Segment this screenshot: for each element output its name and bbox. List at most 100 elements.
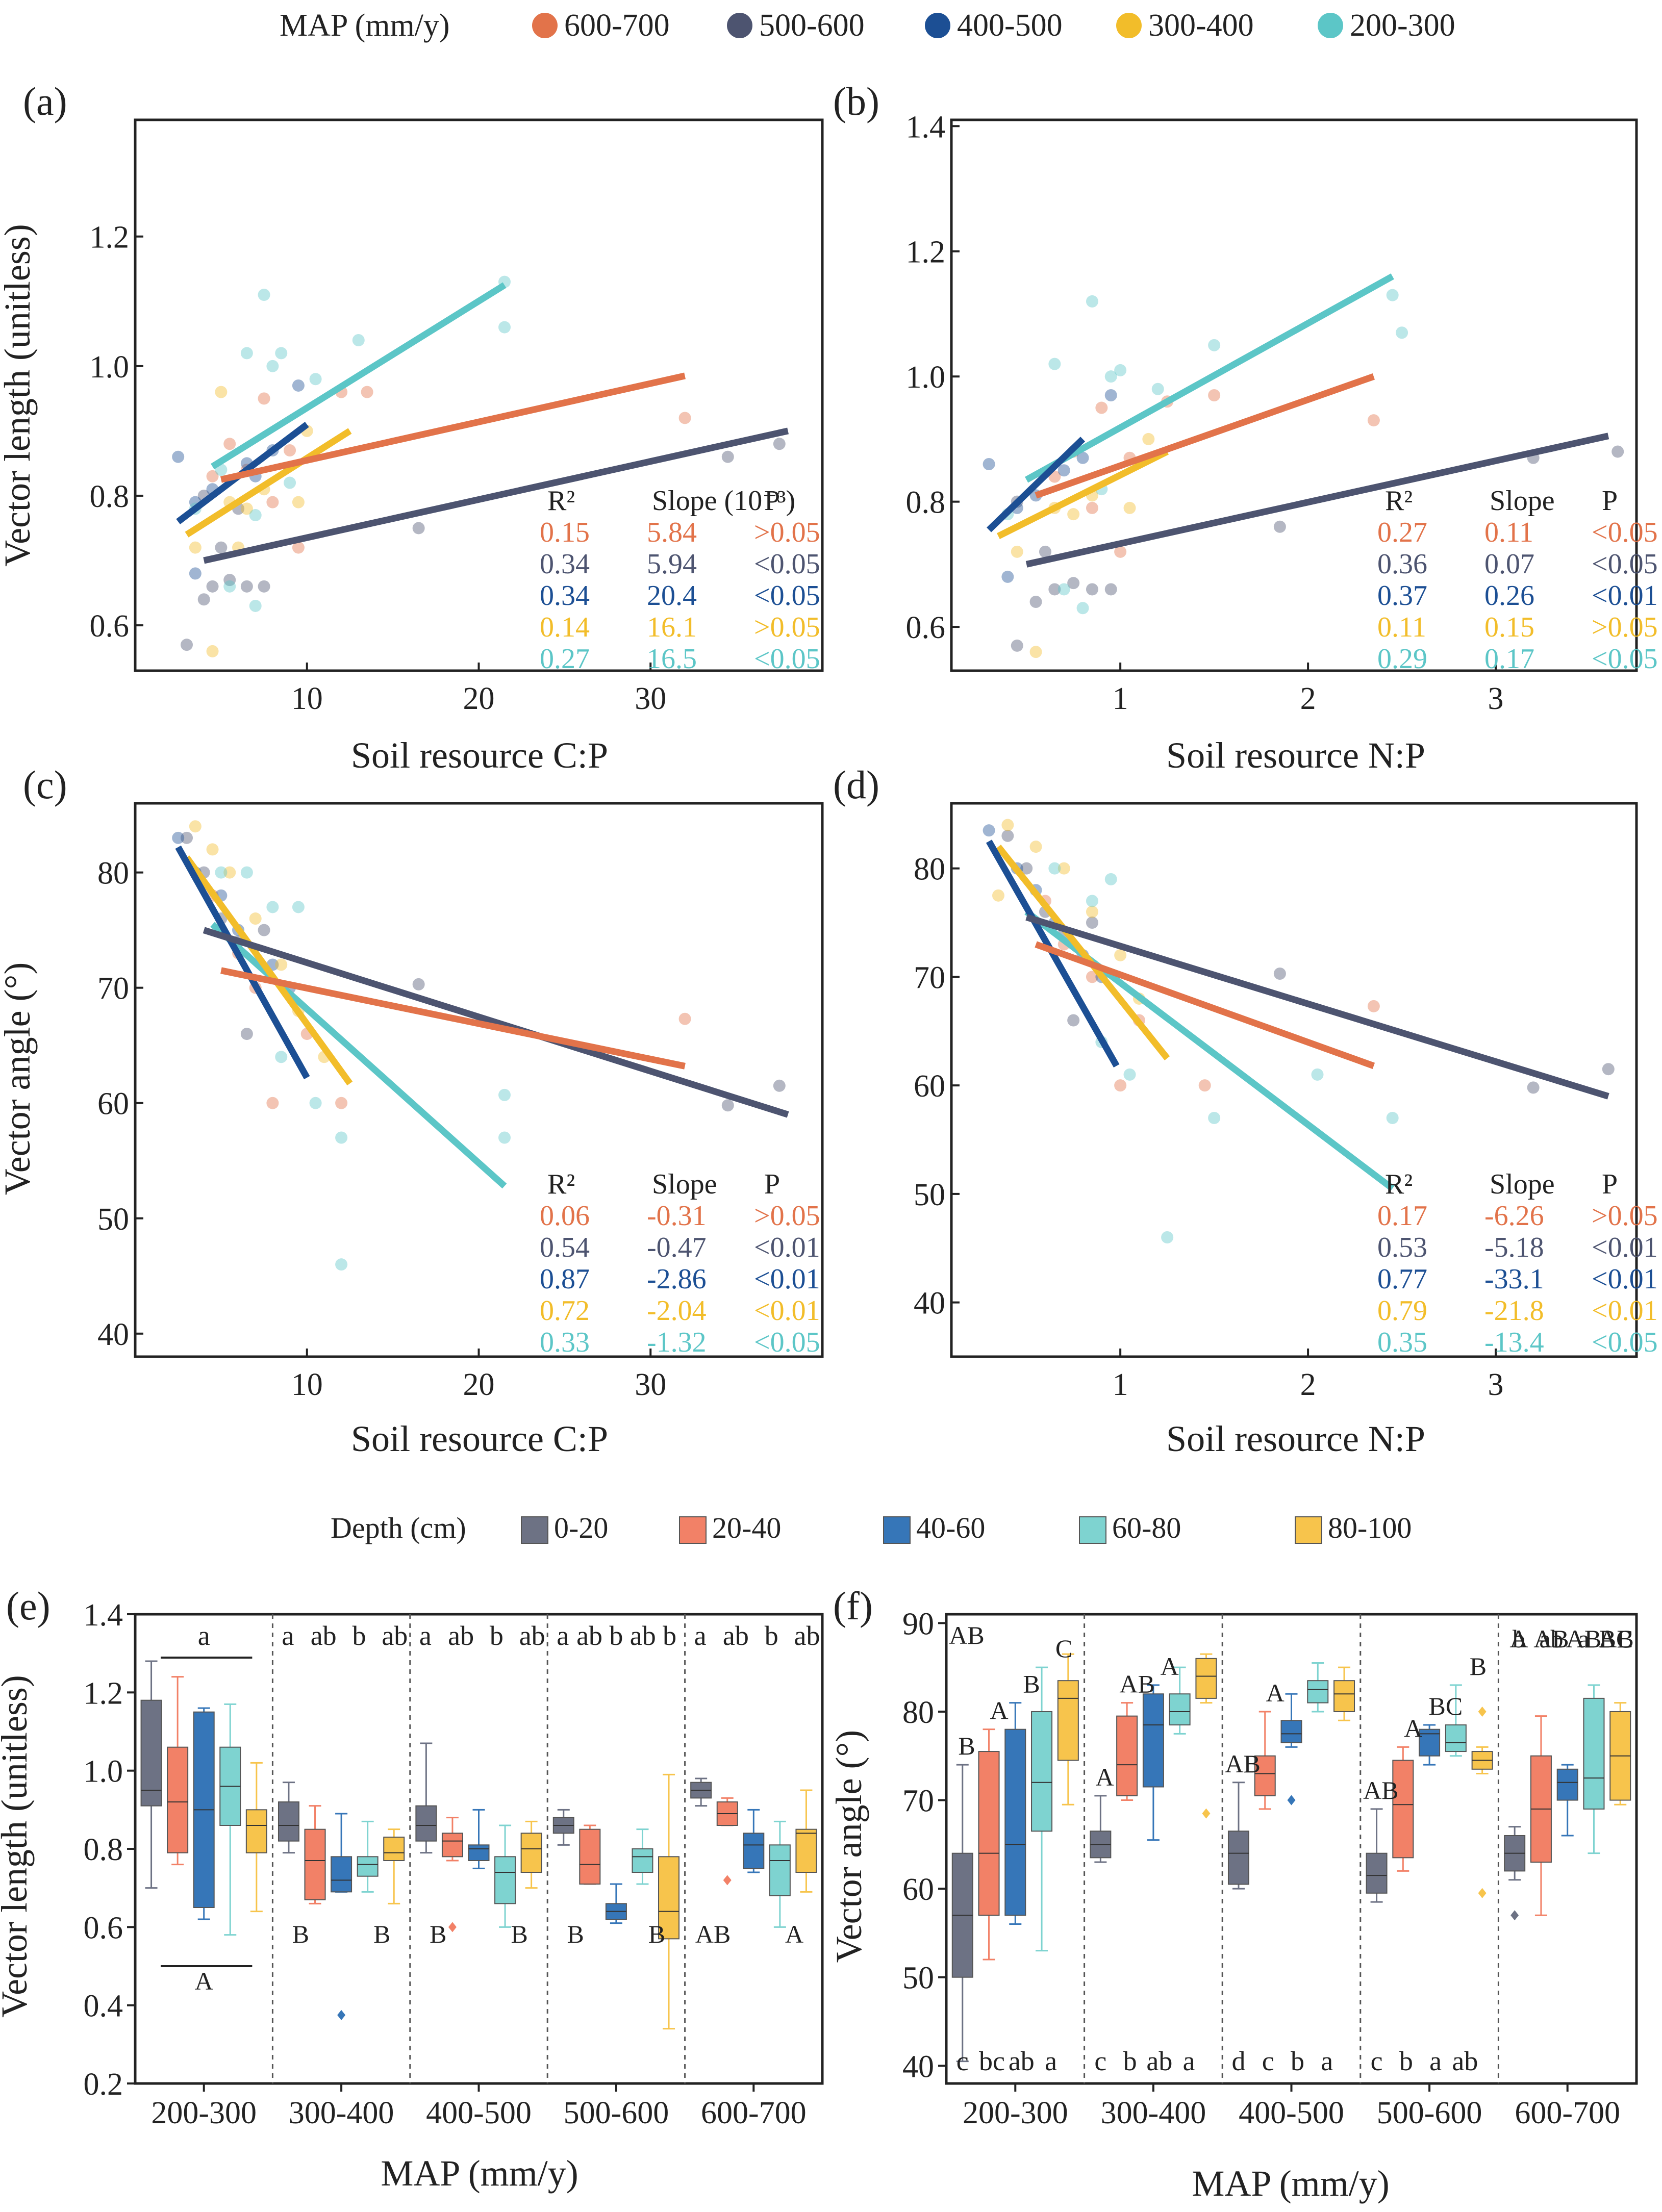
- data-point-600-700: [1114, 545, 1127, 558]
- data-point-600-700: [206, 470, 219, 482]
- legend-label-400-500: 400-500: [957, 8, 1063, 43]
- depth-legend-label-60-80: 60-80: [1112, 1511, 1181, 1544]
- stats-value: -0.31: [647, 1200, 707, 1232]
- depth-legend-label-80-100: 80-100: [1328, 1511, 1412, 1544]
- data-point-200-300: [266, 901, 279, 913]
- data-point-400-500: [172, 450, 185, 463]
- data-point-500-600: [258, 580, 270, 593]
- significance-letter: ab: [1452, 2046, 1478, 2076]
- box-80-100: [795, 1828, 817, 1873]
- stats-value: <0.01: [1592, 1232, 1658, 1263]
- box-80-100: [1057, 1680, 1079, 1761]
- stats-value: <0.01: [1592, 1263, 1658, 1295]
- stats-value: 0.53: [1377, 1232, 1427, 1263]
- legend-marker-200-300: [1318, 13, 1343, 38]
- stats-value: 0.11: [1377, 612, 1426, 643]
- stats-value: <0.01: [754, 1263, 820, 1295]
- box-60-80: [769, 1844, 791, 1896]
- x-tick-label: 500-600: [1377, 2096, 1482, 2130]
- y-tick-label: 60: [902, 1872, 934, 1907]
- significance-letter: a: [419, 1620, 432, 1651]
- x-tick-label: 1: [1113, 1367, 1128, 1402]
- data-point-200-300: [284, 476, 296, 489]
- depth-legend: Depth (cm) 0-20 20-40 40-60 60-80 80-100: [331, 1511, 1412, 1544]
- stats-header: P: [764, 1168, 780, 1200]
- data-point-500-600: [240, 580, 253, 593]
- data-point-300-400: [223, 866, 236, 879]
- y-tick-label: 0.6: [90, 609, 130, 644]
- data-point-500-600: [412, 522, 425, 535]
- significance-letter: BC: [1429, 1692, 1463, 1720]
- data-point-200-300: [258, 289, 270, 301]
- depth-legend-swatch-80-100: [1295, 1516, 1322, 1544]
- data-point-300-400: [1011, 545, 1023, 558]
- data-point-400-500: [1057, 464, 1070, 477]
- data-point-500-600: [721, 1099, 734, 1112]
- significance-letter: B: [1023, 1670, 1040, 1698]
- stats-value: 0.27: [1377, 517, 1427, 548]
- y-tick-label: 80: [902, 1695, 934, 1730]
- data-point-500-600: [197, 593, 210, 606]
- x-tick-label: 10: [291, 1367, 323, 1402]
- significance-letter: BC: [1599, 1624, 1633, 1653]
- stats-value: >0.05: [1592, 612, 1658, 643]
- significance-letter: a: [1321, 2046, 1333, 2076]
- x-axis-title: Soil resource C:P: [351, 1418, 608, 1459]
- data-point-200-300: [1386, 1111, 1399, 1124]
- panel-label: (d): [833, 762, 879, 807]
- significance-letter: ab: [576, 1620, 602, 1651]
- legend-label-500-600: 500-600: [759, 8, 865, 43]
- box-20-40: [1254, 1755, 1276, 1796]
- panel-d: (d) 1 2 3 40 50 60 70 80 Soil resource N:P R² Slope…: [833, 762, 1658, 1459]
- fit-line-300-400: [185, 428, 352, 538]
- stats-value: -13.4: [1484, 1327, 1544, 1358]
- y-tick-label: 60: [914, 1069, 945, 1104]
- stats-value: 0.72: [540, 1295, 590, 1327]
- stats-header: R²: [547, 485, 575, 517]
- legend-label-300-400: 300-400: [1148, 8, 1254, 43]
- data-point-600-700: [1208, 389, 1221, 401]
- fit-line-300-400: [184, 855, 353, 1086]
- depth-legend-swatch-40-60: [883, 1516, 911, 1544]
- box-60-80: [632, 1848, 653, 1873]
- x-tick-label: 2: [1300, 1367, 1316, 1402]
- data-point-300-400: [292, 496, 305, 508]
- x-tick-label: 30: [635, 681, 666, 716]
- data-point-200-300: [223, 580, 236, 593]
- significance-letter: AB: [1566, 1624, 1601, 1653]
- y-tick-label: 0.4: [84, 1989, 123, 2024]
- y-tick-label: 40: [914, 1286, 945, 1321]
- fit-line-500-600: [1025, 914, 1609, 1100]
- stats-value: 5.94: [647, 548, 697, 580]
- data-point-200-300: [1048, 358, 1061, 370]
- y-tick-label: 1.4: [84, 1598, 123, 1633]
- stats-value: -21.8: [1484, 1295, 1544, 1327]
- y-tick-label: 80: [914, 852, 945, 887]
- stats-value: 0.35: [1377, 1327, 1427, 1358]
- data-point-600-700: [1095, 401, 1108, 414]
- y-tick-label: 1.2: [84, 1676, 123, 1711]
- data-point-600-700: [678, 1012, 691, 1025]
- data-point-400-500: [983, 458, 995, 470]
- stats-value: 0.79: [1377, 1295, 1427, 1327]
- stats-value: 5.84: [647, 517, 697, 548]
- significance-letter: A: [785, 1920, 803, 1948]
- data-point-400-500: [292, 379, 305, 392]
- significance-letter: B: [1470, 1652, 1487, 1681]
- significance-letter: B: [292, 1920, 309, 1948]
- y-tick-label: 0.8: [90, 479, 130, 514]
- data-point-300-400: [206, 843, 219, 856]
- stats-header: R²: [1385, 1168, 1413, 1200]
- x-tick-label: 400-500: [1239, 2096, 1344, 2130]
- y-tick-label: 0.6: [906, 611, 946, 645]
- x-axis-title: Soil resource N:P: [1166, 735, 1425, 776]
- panel-b: (b) 1 2 3 0.6 0.8 1.0 1.2 1.4 Soil resource N:P R²…: [833, 79, 1658, 776]
- data-point-500-600: [1039, 545, 1051, 558]
- data-point-600-700: [361, 386, 373, 398]
- box-80-100: [658, 1856, 680, 1940]
- significance-letter: AB: [949, 1621, 984, 1649]
- stats-value: 0.06: [540, 1200, 590, 1232]
- stats-value: <0.01: [1592, 580, 1658, 612]
- data-point-200-300: [1151, 383, 1164, 395]
- significance-letter: AB: [1119, 1670, 1154, 1698]
